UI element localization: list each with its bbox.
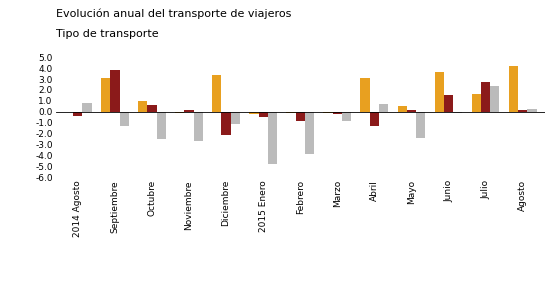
Bar — [101, 78, 110, 112]
Bar — [379, 104, 388, 112]
Text: Tipo de transporte: Tipo de transporte — [56, 29, 158, 39]
Bar — [185, 110, 193, 112]
Bar — [398, 106, 407, 112]
Bar — [416, 112, 425, 138]
Bar — [212, 75, 221, 112]
Bar — [481, 82, 490, 112]
Bar — [268, 112, 277, 164]
Bar — [138, 101, 147, 112]
Bar — [360, 78, 370, 112]
Bar — [471, 94, 481, 112]
Bar — [407, 110, 416, 112]
Bar — [82, 103, 92, 112]
Bar — [175, 112, 185, 113]
Bar — [490, 86, 499, 112]
Bar — [444, 96, 453, 112]
Bar — [147, 105, 157, 112]
Bar — [296, 112, 305, 120]
Bar — [370, 112, 379, 126]
Bar — [527, 108, 537, 112]
Bar — [332, 112, 342, 114]
Bar — [342, 112, 351, 120]
Text: Evolución anual del transporte de viajeros: Evolución anual del transporte de viajer… — [56, 9, 291, 19]
Bar — [259, 112, 268, 117]
Bar — [221, 112, 231, 135]
Bar — [286, 112, 296, 113]
Bar — [249, 112, 259, 114]
Bar — [435, 72, 444, 112]
Bar — [305, 112, 314, 154]
Bar — [453, 112, 463, 113]
Bar — [324, 112, 332, 113]
Bar — [110, 70, 120, 112]
Bar — [157, 112, 166, 139]
Bar — [518, 110, 527, 112]
Bar — [231, 112, 240, 124]
Bar — [509, 66, 518, 112]
Bar — [193, 112, 203, 141]
Bar — [73, 112, 82, 116]
Bar — [120, 112, 129, 126]
